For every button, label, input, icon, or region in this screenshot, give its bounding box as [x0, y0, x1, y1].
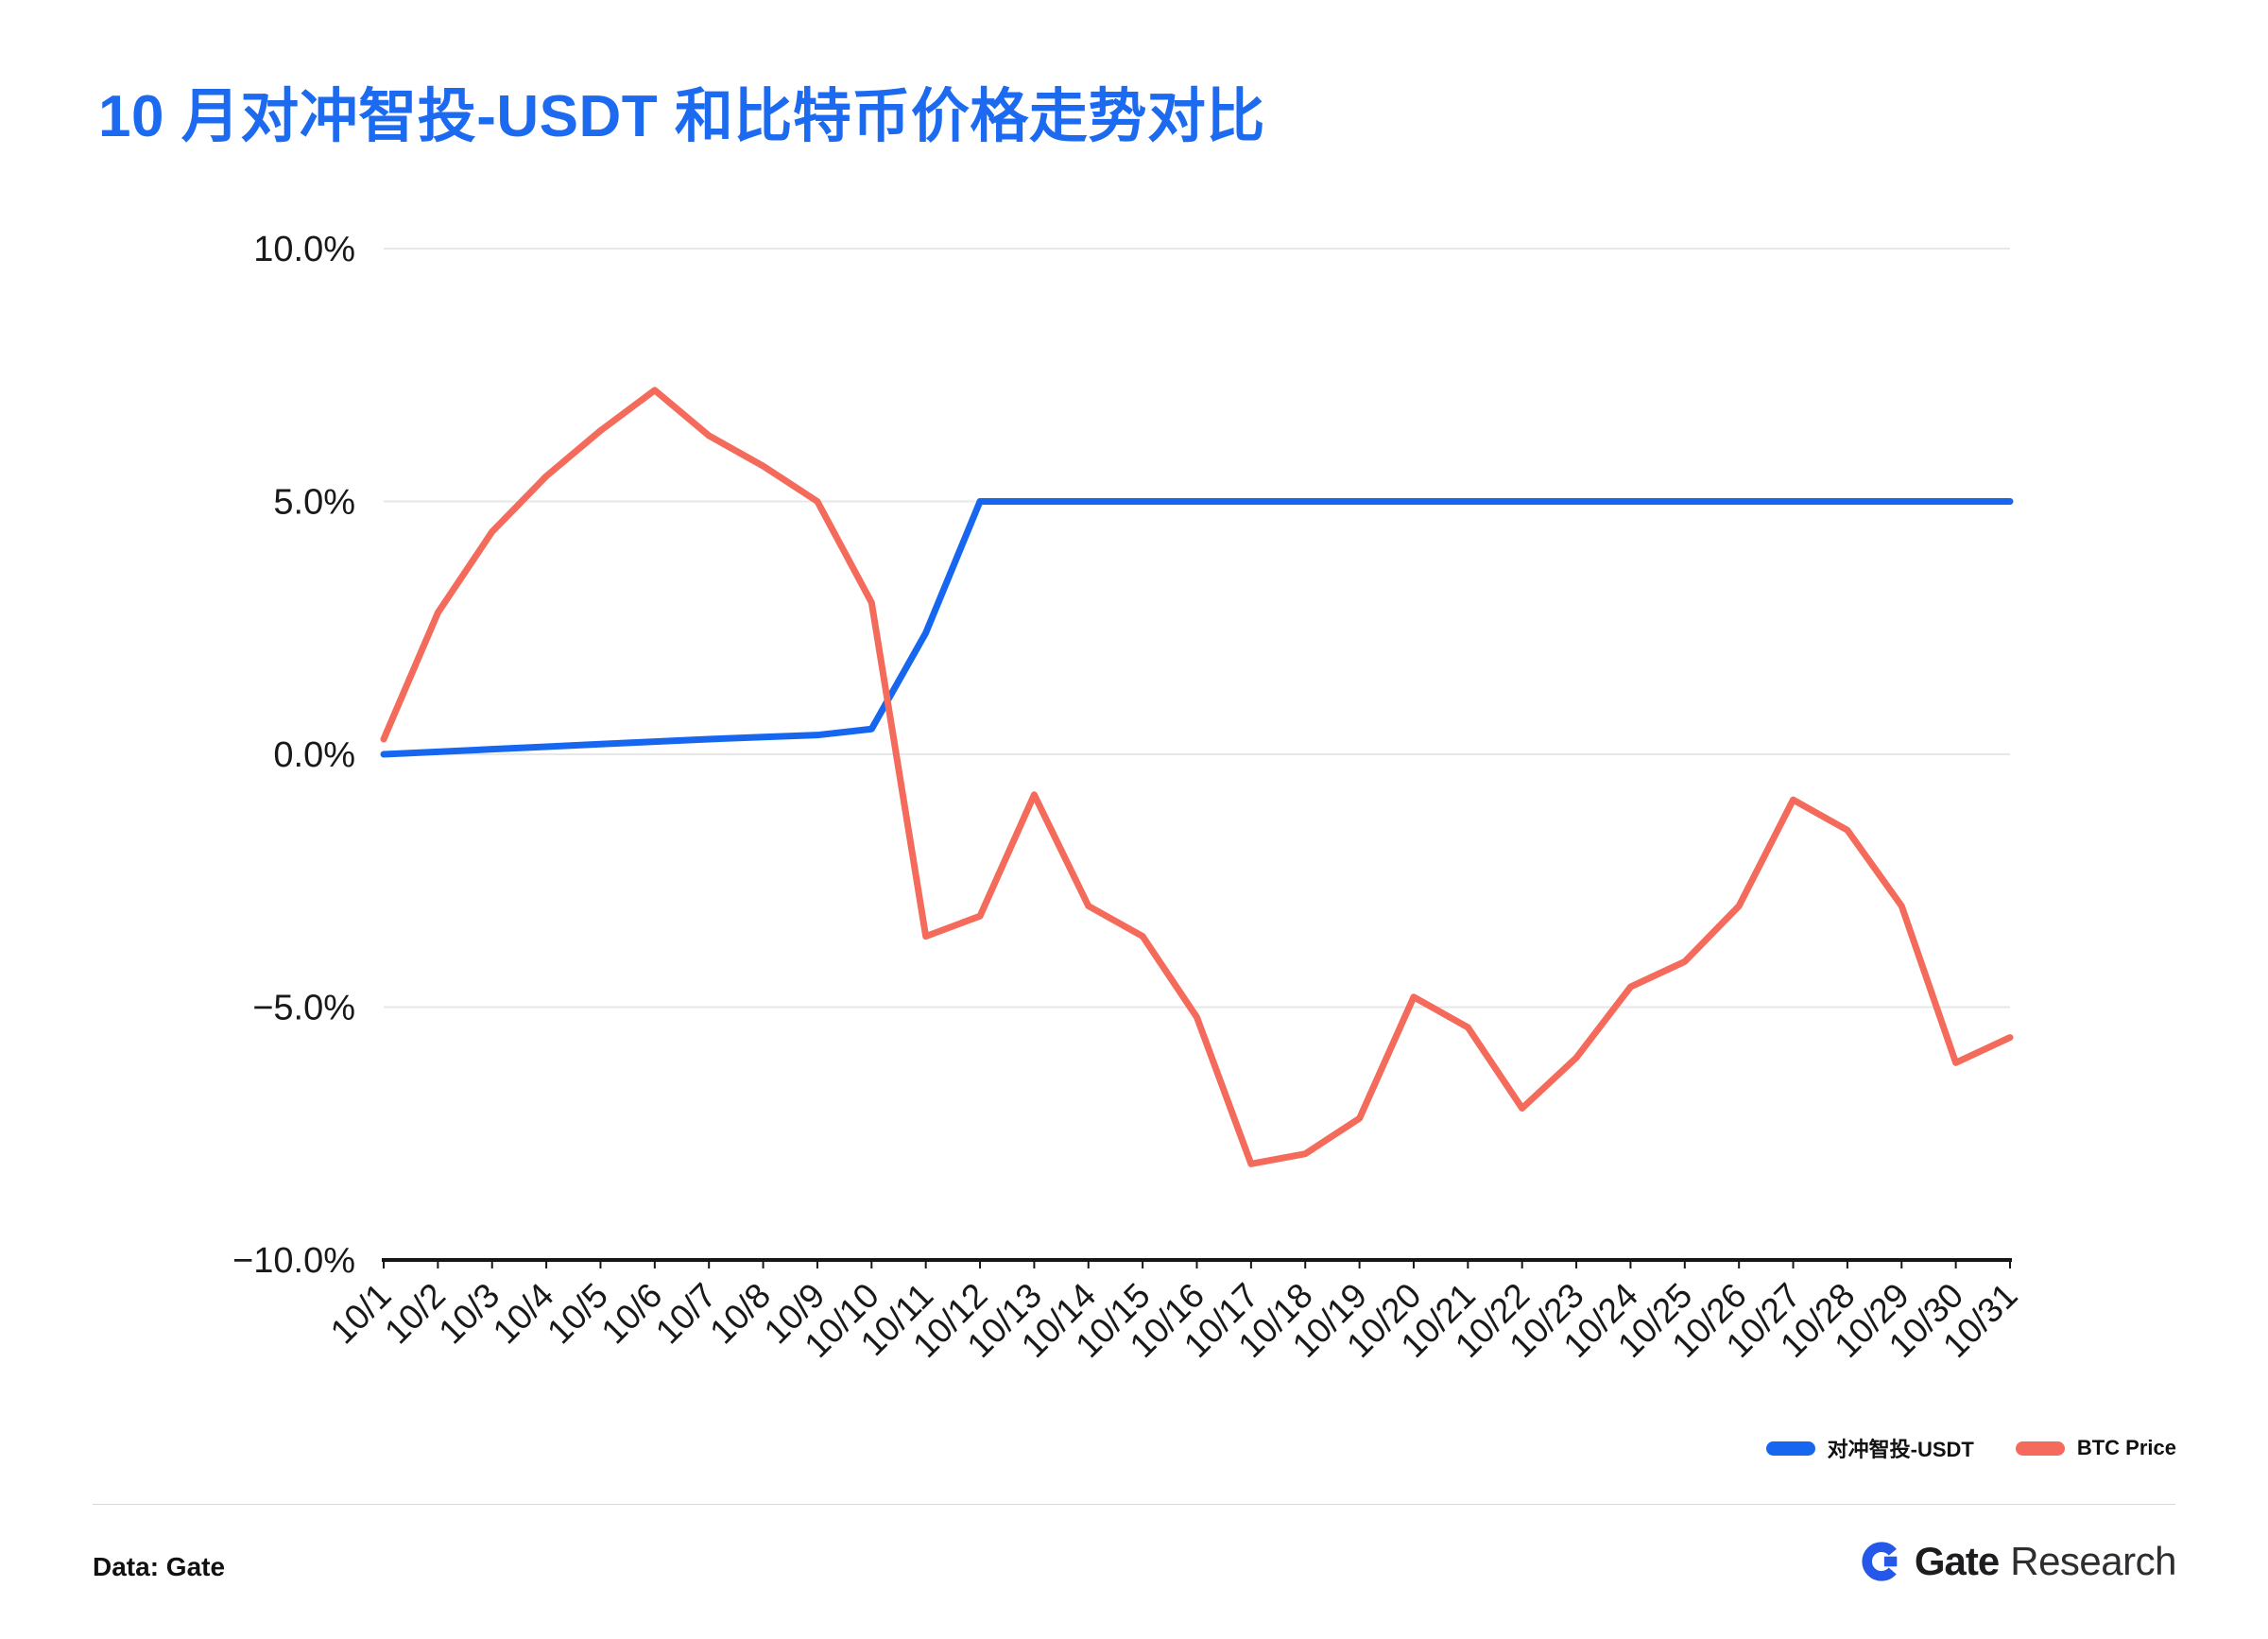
y-tick-label: 5.0%	[273, 483, 355, 523]
legend-item-hedge: 对冲智投-USDT	[1765, 1433, 1974, 1463]
brand-name-gate: Gate	[1914, 1539, 2000, 1583]
footer-divider	[93, 1504, 2175, 1505]
trend-chart-canvas: 10.0%5.0%0.0%−5.0%−10.0%10/110/210/310/4…	[232, 230, 2025, 1365]
series-line	[380, 387, 2014, 1167]
brand-logo: Gate Research	[1860, 1539, 2176, 1584]
y-tick-label: −5.0%	[252, 989, 355, 1028]
btc-series-label: BTC Price	[2076, 1436, 2176, 1459]
hedge-series-label: 对冲智投-USDT	[1827, 1438, 1974, 1461]
brand-name-research: Research	[2010, 1539, 2176, 1583]
data-source-label: Data: Gate	[93, 1552, 226, 1581]
btc-series-swatch	[2015, 1441, 2065, 1456]
hedge-series-swatch	[1765, 1441, 1815, 1456]
series-line	[380, 498, 2014, 758]
trend-chart: 10.0% 5.0% 0.0% −5.0% −10.0% 10/1 10/2 10/3 10/4…	[227, 185, 2079, 1395]
y-tick-label: 10.0%	[253, 230, 355, 269]
legend-item-btc: BTC Price	[2015, 1436, 2176, 1460]
page-title: 10 月对冲智投-USDT 和比特币价格走势对比	[98, 84, 1265, 149]
y-tick-label: 0.0%	[273, 735, 355, 775]
chart-legend: 对冲智投-USDT BTC Price	[1765, 1433, 2176, 1463]
gate-logo-icon	[1862, 1542, 1901, 1581]
y-tick-label: −10.0%	[232, 1241, 355, 1281]
